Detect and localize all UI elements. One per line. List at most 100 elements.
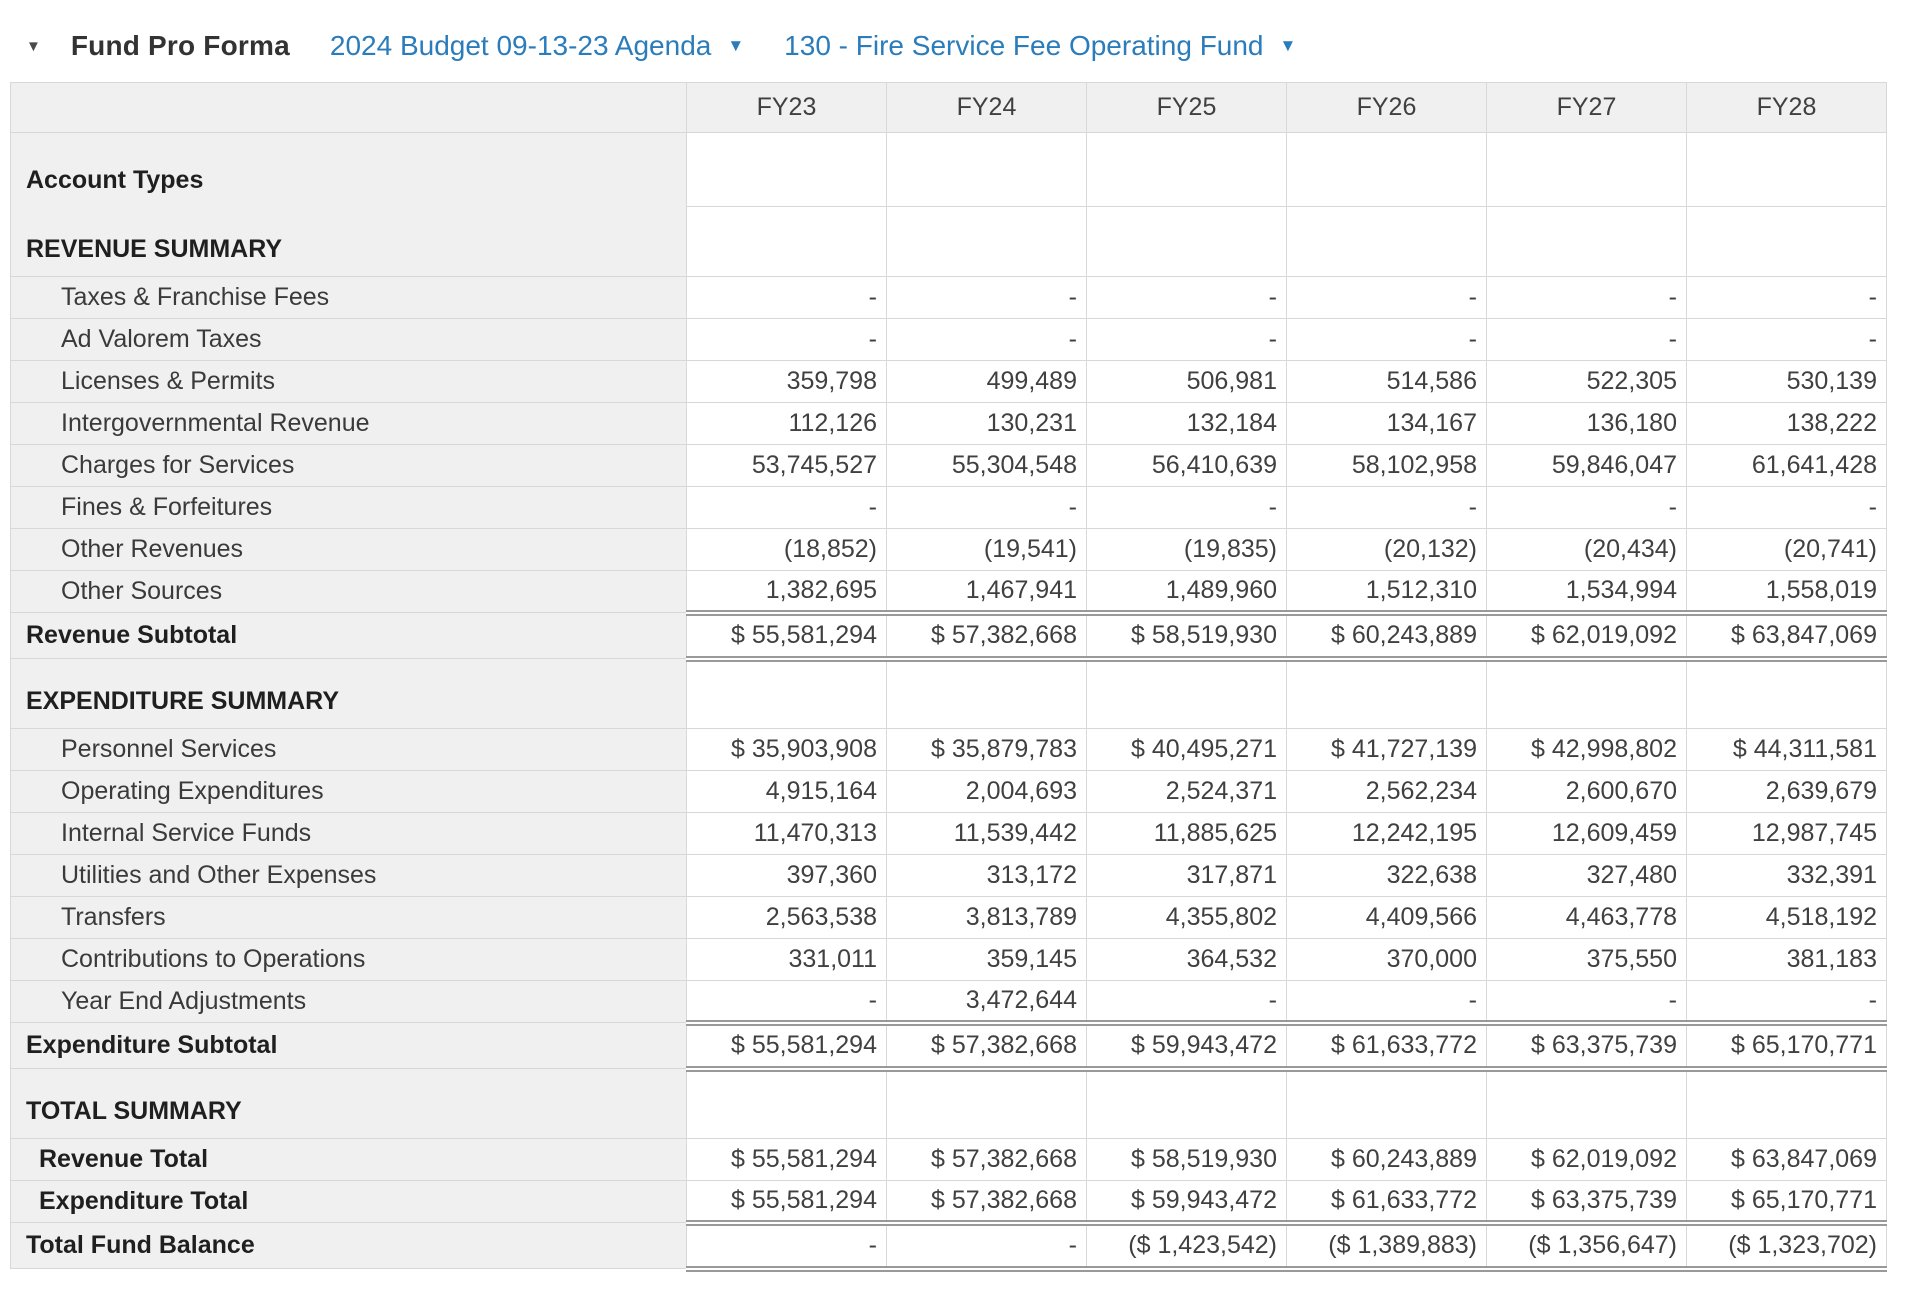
value-cell — [1086, 206, 1287, 277]
value-cell: $ 57,382,668 — [886, 1138, 1087, 1181]
value-cell: - — [1086, 318, 1287, 361]
value-cell: - — [1086, 980, 1287, 1023]
value-cell: $ 44,311,581 — [1686, 728, 1887, 771]
value-cell: 11,885,625 — [1086, 812, 1287, 855]
value-cell: 317,871 — [1086, 854, 1287, 897]
table-row: Other Revenues (18,852) (19,541) (19,835) (2… — [10, 528, 1887, 571]
value-cell: 132,184 — [1086, 402, 1287, 445]
value-cell: 134,167 — [1286, 402, 1487, 445]
value-cell: 2,524,371 — [1086, 770, 1287, 813]
year-header-row: FY23 FY24 FY25 FY26 FY27 FY28 — [10, 82, 1887, 133]
value-cell: 11,470,313 — [686, 812, 887, 855]
collapse-caret-icon[interactable]: ▼ — [26, 37, 41, 55]
value-cell: 4,463,778 — [1486, 896, 1687, 939]
value-cell — [1086, 132, 1287, 207]
budget-version-dropdown[interactable]: 2024 Budget 09-13-23 Agenda ▼ — [330, 30, 744, 62]
value-cell: $ 65,170,771 — [1686, 1019, 1887, 1072]
row-label: Personnel Services — [10, 728, 687, 771]
row-label: Intergovernmental Revenue — [10, 402, 687, 445]
row-label: Charges for Services — [10, 444, 687, 487]
value-cell: - — [1486, 276, 1687, 319]
value-cell: - — [1286, 276, 1487, 319]
value-cell — [1486, 132, 1687, 207]
value-cell: - — [1286, 980, 1487, 1023]
row-label: Total Fund Balance — [10, 1222, 687, 1269]
value-cell: 136,180 — [1486, 402, 1687, 445]
value-cell: $ 57,382,668 — [886, 1180, 1087, 1226]
year-column-header: FY26 — [1286, 82, 1487, 133]
value-cell: - — [886, 486, 1087, 529]
value-cell: 112,126 — [686, 402, 887, 445]
year-column-header: FY23 — [686, 82, 887, 133]
row-label: Contributions to Operations — [10, 938, 687, 981]
table-row: Expenditure Subtotal $ 55,581,294 $ 57,382… — [10, 1019, 1887, 1072]
value-cell — [1486, 206, 1687, 277]
value-cell: $ 59,943,472 — [1086, 1180, 1287, 1226]
value-cell: 138,222 — [1686, 402, 1887, 445]
chevron-down-icon[interactable]: ▼ — [727, 36, 745, 55]
table-row: Expenditure Total $ 55,581,294 $ 57,382,66… — [10, 1180, 1887, 1226]
value-cell: $ 35,903,908 — [686, 728, 887, 771]
value-cell: 364,532 — [1086, 938, 1287, 981]
value-cell: 332,391 — [1686, 854, 1887, 897]
value-cell: - — [886, 318, 1087, 361]
value-cell: - — [886, 1222, 1087, 1272]
value-cell: 12,987,745 — [1686, 812, 1887, 855]
value-cell: - — [1486, 980, 1687, 1023]
value-cell: $ 63,847,069 — [1686, 1138, 1887, 1181]
value-cell: - — [1286, 486, 1487, 529]
value-cell: ($ 1,356,647) — [1486, 1222, 1687, 1272]
value-cell: 1,512,310 — [1286, 570, 1487, 613]
value-cell: 4,409,566 — [1286, 896, 1487, 939]
value-cell: 55,304,548 — [886, 444, 1087, 487]
value-cell: (20,434) — [1486, 528, 1687, 571]
value-cell — [1286, 132, 1487, 207]
value-cell — [886, 1068, 1087, 1139]
value-cell — [1486, 658, 1687, 729]
value-cell: 514,586 — [1286, 360, 1487, 403]
value-cell: - — [1686, 980, 1887, 1023]
value-cell — [886, 132, 1087, 207]
value-cell: - — [686, 276, 887, 319]
row-label: Account Types — [10, 132, 687, 207]
value-cell: 53,745,527 — [686, 444, 887, 487]
table-row: Intergovernmental Revenue 112,126 130,231 1… — [10, 402, 1887, 445]
row-label: Taxes & Franchise Fees — [10, 276, 687, 319]
year-column-header: FY27 — [1486, 82, 1687, 133]
chevron-down-icon[interactable]: ▼ — [1279, 36, 1297, 55]
value-cell: $ 62,019,092 — [1486, 1138, 1687, 1181]
table-row: Year End Adjustments -3,472,644- - - - — [10, 980, 1887, 1023]
value-cell: - — [686, 486, 887, 529]
table-head: FY23 FY24 FY25 FY26 FY27 FY28 — [10, 82, 1887, 133]
value-cell: 359,798 — [686, 360, 887, 403]
value-cell: $ 61,633,772 — [1286, 1019, 1487, 1072]
value-cell — [1686, 658, 1887, 729]
fund-dropdown[interactable]: 130 - Fire Service Fee Operating Fund ▼ — [784, 30, 1296, 62]
value-cell — [1286, 206, 1487, 277]
value-cell: 370,000 — [1286, 938, 1487, 981]
value-cell: $ 60,243,889 — [1286, 609, 1487, 662]
value-cell: 331,011 — [686, 938, 887, 981]
value-cell: (20,741) — [1686, 528, 1887, 571]
value-cell: 499,489 — [886, 360, 1087, 403]
year-column-header: FY25 — [1086, 82, 1287, 133]
value-cell: $ 41,727,139 — [1286, 728, 1487, 771]
value-cell: $ 42,998,802 — [1486, 728, 1687, 771]
value-cell: - — [1686, 486, 1887, 529]
budget-version-label[interactable]: 2024 Budget 09-13-23 Agenda — [329, 30, 712, 61]
value-cell: $ 63,847,069 — [1686, 609, 1887, 662]
value-cell: $ 63,375,739 — [1486, 1019, 1687, 1072]
row-label: Licenses & Permits — [10, 360, 687, 403]
row-label: Operating Expenditures — [10, 770, 687, 813]
table-row: Utilities and Other Expenses 397,360 313,1… — [10, 854, 1887, 897]
table-row: Internal Service Funds 11,470,313 11,539,4… — [10, 812, 1887, 855]
fund-label[interactable]: 130 - Fire Service Fee Operating Fund — [784, 30, 1264, 61]
row-label: REVENUE SUMMARY — [10, 206, 687, 277]
value-cell: 1,558,019 — [1686, 570, 1887, 613]
table-row: Total Fund Balance - - ($ 1,423,542) ($ 1,38… — [10, 1222, 1887, 1272]
value-cell: 12,609,459 — [1486, 812, 1687, 855]
table-row: Transfers 2,563,538 3,813,789 4,355,802 4,40… — [10, 896, 1887, 939]
row-label: Other Revenues — [10, 528, 687, 571]
value-cell: 359,145 — [886, 938, 1087, 981]
